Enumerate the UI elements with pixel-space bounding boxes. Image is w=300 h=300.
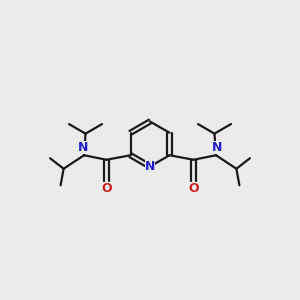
Text: N: N [78,141,88,154]
Text: N: N [212,141,222,154]
Text: O: O [188,182,199,195]
Text: N: N [145,160,155,173]
Text: O: O [101,182,112,195]
